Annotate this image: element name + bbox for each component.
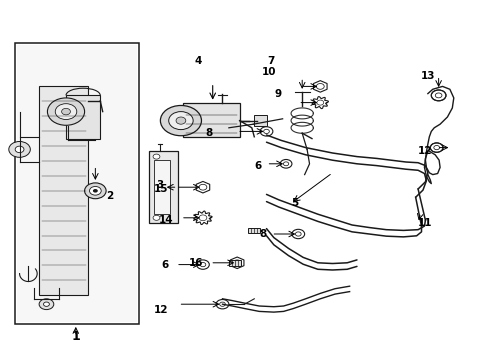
Bar (228, 260, 240, 266)
Text: 16: 16 (188, 258, 203, 268)
Text: 10: 10 (261, 67, 276, 77)
Text: 8: 8 (259, 229, 266, 239)
Bar (17, 45, 137, 322)
Circle shape (39, 299, 54, 310)
Circle shape (61, 108, 70, 115)
Bar (66, 95, 100, 139)
Circle shape (153, 215, 160, 220)
Text: 6: 6 (161, 260, 168, 270)
Circle shape (176, 117, 185, 124)
Text: 15: 15 (154, 184, 168, 194)
Bar (149, 151, 177, 223)
Circle shape (160, 105, 201, 136)
Text: 3: 3 (156, 180, 163, 190)
Bar (248, 228, 260, 233)
Bar (183, 103, 239, 137)
Circle shape (89, 186, 101, 195)
Text: 11: 11 (417, 218, 432, 228)
Bar (39, 86, 88, 295)
Text: 6: 6 (254, 161, 261, 171)
Text: 14: 14 (159, 215, 173, 225)
Text: 12: 12 (417, 146, 432, 156)
Circle shape (47, 98, 84, 125)
Text: 7: 7 (267, 56, 275, 66)
Text: 5: 5 (290, 198, 298, 208)
Text: 4: 4 (194, 56, 202, 66)
Text: 12: 12 (154, 305, 168, 315)
Circle shape (43, 302, 49, 306)
Circle shape (429, 143, 442, 152)
Circle shape (9, 141, 30, 157)
Text: 13: 13 (420, 71, 434, 81)
Circle shape (55, 104, 77, 120)
Bar (154, 160, 170, 214)
Circle shape (430, 90, 445, 101)
Circle shape (84, 183, 106, 199)
Circle shape (168, 112, 193, 130)
Text: 9: 9 (273, 89, 281, 99)
Bar (15, 43, 139, 324)
Circle shape (15, 146, 24, 153)
Circle shape (153, 154, 160, 159)
Bar (254, 115, 266, 126)
Text: 1: 1 (71, 330, 80, 343)
Text: 8: 8 (205, 128, 212, 138)
Text: 2: 2 (106, 191, 113, 201)
Circle shape (93, 189, 98, 193)
